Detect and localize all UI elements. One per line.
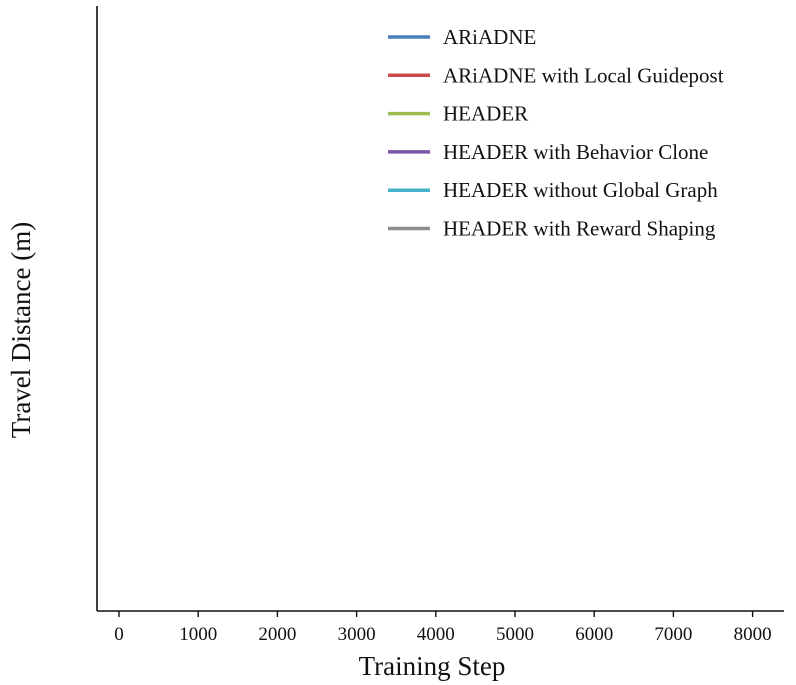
- x-tick-label: 5000: [496, 624, 534, 645]
- x-tick-label: 2000: [258, 624, 296, 645]
- legend-label: HEADER with Behavior Clone: [443, 140, 708, 164]
- x-tick-label: 8000: [734, 624, 772, 645]
- legend-label: HEADER with Reward Shaping: [443, 217, 716, 241]
- legend-label: HEADER: [443, 102, 528, 126]
- x-tick-label: 0: [114, 624, 124, 645]
- x-tick-label: 6000: [575, 624, 613, 645]
- axes: [96, 6, 784, 612]
- y-axis-title: Travel Distance (m): [6, 222, 36, 438]
- legend-label: ARiADNE with Local Guidepost: [443, 63, 724, 87]
- legend-label: ARiADNE: [443, 25, 536, 49]
- legend: ARiADNE ARiADNE with Local Guidepost HEADE…: [388, 25, 724, 241]
- x-ticks: 0 1000 2000 3000 4000 5000 6000 7000 8000: [114, 611, 772, 645]
- x-tick-label: 7000: [654, 624, 692, 645]
- x-tick-label: 3000: [338, 624, 376, 645]
- x-axis-title: Training Step: [359, 651, 506, 681]
- x-tick-label: 1000: [179, 624, 217, 645]
- legend-label: HEADER without Global Graph: [443, 178, 718, 202]
- x-tick-label: 4000: [417, 624, 455, 645]
